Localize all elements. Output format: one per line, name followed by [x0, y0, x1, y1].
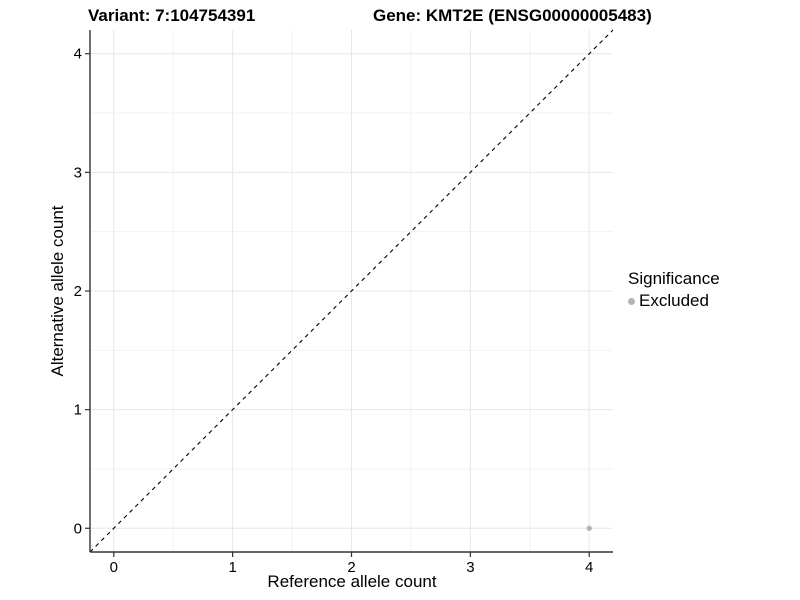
- identity-reference-line: [89, 29, 614, 553]
- y-tick-label: 0: [74, 520, 82, 537]
- variant-title: Variant: 7:104754391: [88, 6, 256, 25]
- x-tick-label: 2: [347, 559, 355, 576]
- data-point: [586, 525, 592, 531]
- y-tick-label: 3: [74, 164, 82, 181]
- x-axis-title: Reference allele count: [267, 572, 437, 591]
- legend-item-label: Excluded: [639, 291, 709, 310]
- x-tick-label: 0: [110, 559, 118, 576]
- x-tick-label: 3: [466, 559, 474, 576]
- y-axis-title: Alternative allele count: [48, 205, 67, 377]
- gene-title: Gene: KMT2E (ENSG00000005483): [373, 6, 652, 25]
- legend-title: Significance: [628, 269, 720, 288]
- x-tick-label: 1: [228, 559, 236, 576]
- legend-point-icon: [628, 297, 635, 305]
- y-tick-label: 4: [74, 46, 82, 63]
- y-tick-label: 2: [74, 283, 82, 300]
- y-tick-label: 1: [74, 402, 82, 419]
- x-tick-label: 4: [585, 559, 593, 576]
- legend-item-excluded: Excluded: [628, 291, 720, 311]
- legend: Significance Excluded: [628, 269, 720, 311]
